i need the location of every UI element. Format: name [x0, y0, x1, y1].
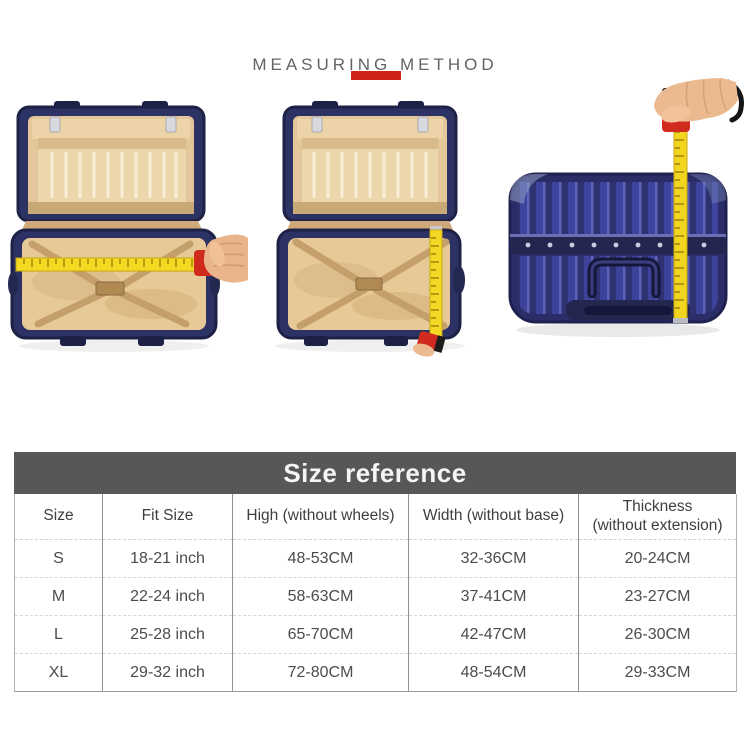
- size-reference-title: Size reference: [283, 457, 467, 488]
- tape-measure-body-icon: [412, 331, 446, 357]
- packing-straps: [292, 238, 450, 330]
- column-header-high: High (without wheels): [232, 494, 409, 540]
- strap-buckle: [95, 281, 125, 296]
- cell-size: L: [14, 615, 103, 654]
- closed-suitcase-height-illustration: [508, 78, 744, 337]
- column-header-width: Width (without base): [408, 494, 579, 540]
- cell-thickness: 29-33CM: [578, 653, 737, 692]
- cell-high: 65-70CM: [232, 615, 409, 654]
- cell-width: 42-47CM: [408, 615, 579, 654]
- measuring-tape-icon: [15, 257, 201, 272]
- size-reference-table: Size Fit Size High (without wheels) Widt…: [14, 494, 737, 692]
- photo-shadow: [19, 340, 209, 352]
- size-reference-section: Size reference Size Fit Size High (witho…: [14, 452, 737, 692]
- measuring-tape-icon: [673, 125, 688, 323]
- standing-suitcase-height-tape-photo: [488, 78, 746, 363]
- column-header-fit-size: Fit Size: [102, 494, 233, 540]
- fingertips: [412, 343, 435, 357]
- lid-pocket-stripes: [50, 152, 178, 198]
- gloss-highlight: [510, 174, 548, 204]
- strap-buckle: [355, 277, 383, 291]
- cell-width: 32-36CM: [408, 539, 579, 578]
- lid-pocket-stripes: [312, 152, 428, 198]
- cell-thickness: 26-30CM: [578, 615, 737, 654]
- suitcase-shell: [508, 172, 728, 324]
- suitcase-base: [276, 228, 465, 346]
- column-header-thickness: Thickness (without extension): [578, 494, 737, 540]
- hand-with-tape-measure-icon: [654, 78, 744, 132]
- column-header-size: Size: [14, 494, 103, 540]
- photo-shadow: [516, 323, 720, 337]
- measuring-tape-icon: [429, 226, 443, 339]
- hand-holding-tape-icon: [194, 234, 248, 283]
- table-row-xl: XL 29-32 inch 72-80CM 48-54CM 29-33CM: [14, 653, 737, 692]
- cell-high: 72-80CM: [232, 653, 409, 692]
- cell-high: 48-53CM: [232, 539, 409, 578]
- open-suitcase-width-illustration: [8, 101, 248, 352]
- cell-width: 37-41CM: [408, 577, 579, 616]
- table-row-s: S 18-21 inch 48-53CM 32-36CM 20-24CM: [14, 539, 737, 578]
- gloss-highlight: [688, 174, 726, 204]
- open-suitcase-depth-illustration: [275, 101, 465, 357]
- suitcase-lid: [16, 101, 206, 223]
- page-title: MEASURING METHOD: [252, 55, 498, 75]
- cell-thickness: 23-27CM: [578, 577, 737, 616]
- cell-thickness: 20-24CM: [578, 539, 737, 578]
- cell-high: 58-63CM: [232, 577, 409, 616]
- cell-fit-size: 18-21 inch: [102, 539, 233, 578]
- open-suitcase-horizontal-tape-photo: [6, 90, 248, 363]
- cell-size: XL: [14, 653, 103, 692]
- size-reference-title-bar: Size reference: [14, 452, 736, 494]
- suitcase-lid: [282, 101, 458, 223]
- title-underline-accent: [351, 71, 401, 80]
- cell-fit-size: 22-24 inch: [102, 577, 233, 616]
- table-row-l: L 25-28 inch 65-70CM 42-47CM 26-30CM: [14, 615, 737, 654]
- suitcase-base: [8, 228, 220, 346]
- cell-fit-size: 25-28 inch: [102, 615, 233, 654]
- cell-fit-size: 29-32 inch: [102, 653, 233, 692]
- cell-size: S: [14, 539, 103, 578]
- open-suitcase-vertical-tape-photo: [246, 90, 486, 365]
- cell-size: M: [14, 577, 103, 616]
- column-header-row: Size Fit Size High (without wheels) Widt…: [14, 494, 737, 540]
- table-row-m: M 22-24 inch 58-63CM 37-41CM 23-27CM: [14, 577, 737, 616]
- cell-width: 48-54CM: [408, 653, 579, 692]
